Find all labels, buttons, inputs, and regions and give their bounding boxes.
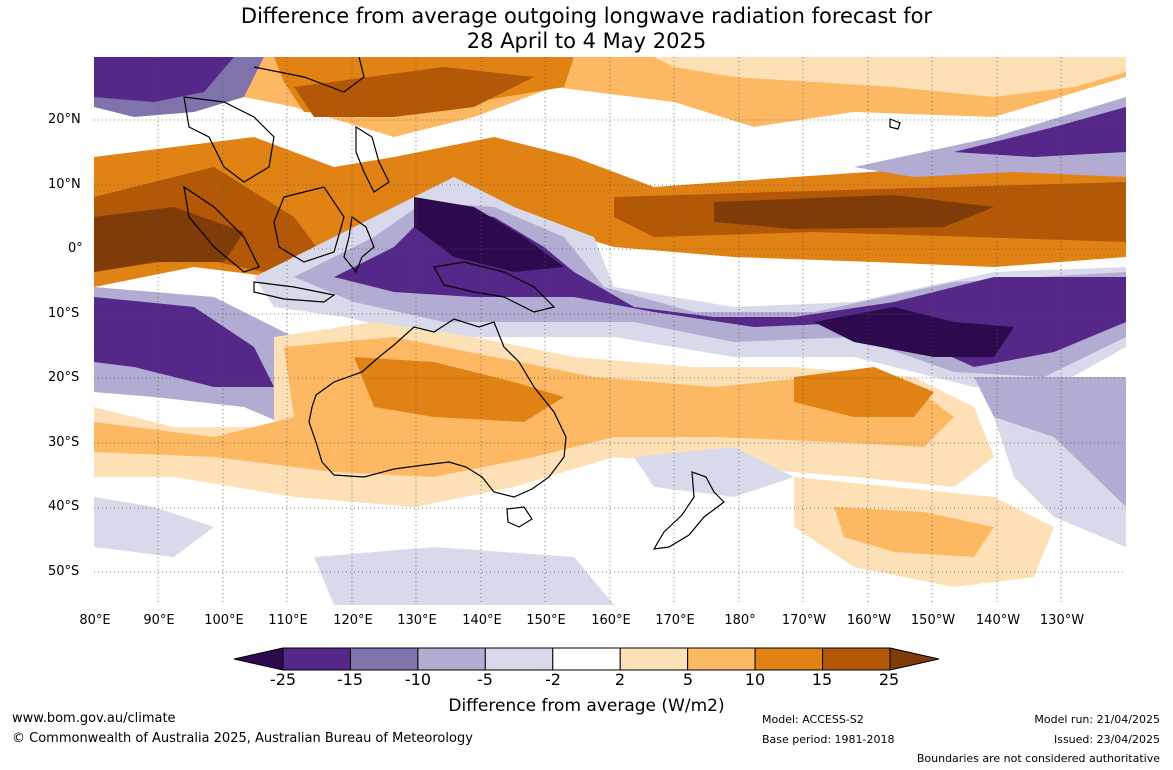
field-neg-se-light [994,417,1126,547]
map-title: Difference from average outgoing longwav… [0,4,1173,54]
field-pos-mid-10 [794,367,934,417]
lat-label: 40°S [48,499,80,514]
footer-model-run: Model run: 21/04/2025 [1034,713,1160,726]
lat-label: 20°S [48,370,80,385]
lat-label: 20°N [48,112,81,127]
lon-label: 110°E [268,613,308,628]
title-line-1: Difference from average outgoing longwav… [240,4,933,28]
colorbar-extend-high [889,647,940,671]
footer-base-period: Base period: 1981-2018 [762,733,895,746]
lon-label: 140°W [975,613,1021,628]
colorbar-extend-low [233,647,284,671]
map-panel [94,57,1126,605]
sulawesi-coastline [343,215,375,274]
colorbar-tick: 2 [614,670,626,689]
colorbar-swatch [349,647,419,671]
field-neg-south-2 [314,547,614,605]
lat-label: 0° [68,241,83,256]
tasmania-coastline [506,506,533,528]
olr-anomaly-map [94,57,1126,605]
coastlines [183,57,901,550]
colorbar-tick: -10 [404,670,432,689]
footer-boundaries: Boundaries are not considered authoritat… [916,752,1160,765]
colorbar-swatch [282,647,351,671]
lon-label: 150°E [526,613,566,628]
australia-coastline [308,318,567,498]
title-line-2: 28 April to 4 May 2025 [466,29,707,53]
field-neg-south [94,497,214,557]
colorbar-tick: 5 [682,670,694,689]
colorbar-tick: -15 [336,670,364,689]
lat-label: 10°S [48,306,80,321]
colorbar-tick: -2 [545,670,561,689]
lon-label: 160°E [591,613,631,628]
footer-copyright: © Commonwealth of Australia 2025, Austra… [12,731,473,746]
footer-url[interactable]: www.bom.gov.au/climate [12,711,176,726]
colorbar-swatch [552,647,621,671]
lon-label: 120°E [333,613,373,628]
colorbar [233,645,940,673]
colorbar-tick: -5 [477,670,493,689]
colorbar-tick: -25 [269,670,297,689]
field-neg-ne-core [954,107,1126,157]
field-pos-aus-10 [354,357,564,422]
philippines-coastline [355,125,390,193]
field-pos-se-5 [834,507,994,557]
colorbar-swatch [754,647,824,671]
field-2-north [654,57,1126,97]
field-neg-nw-core [94,57,234,102]
colorbar-swatch [484,647,554,671]
footer-issued: Issued: 23/04/2025 [1053,733,1160,746]
lon-label: 150°W [910,613,956,628]
field-neg-ne [854,97,1126,177]
colorbar-title: Difference from average (W/m2) [448,696,725,716]
colorbar-swatch [687,647,756,671]
indochina-coastline [183,96,275,183]
colorbar-svg [233,647,940,671]
colorbar-tick: 15 [811,670,833,689]
lat-label: 50°S [48,564,80,579]
lon-label: 140°E [462,613,502,628]
colorbar-swatch [822,647,891,671]
field-neg-tasman [634,447,794,497]
field-neg-eq-core-2 [814,307,1014,357]
colorbar-tick: 10 [744,670,766,689]
new-guinea-coastline [433,261,556,313]
field-neg-eq-core [414,197,564,272]
sumatra-coastline [183,185,260,273]
borneo-coastline [273,186,345,263]
lon-label: 90°E [143,613,175,628]
lon-label: 160°W [846,613,892,628]
footer-model: Model: ACCESS-S2 [762,713,864,726]
field-neg-sw-core [94,297,274,387]
new-zealand-coastline [652,471,725,550]
colorbar-swatch [619,647,689,671]
lon-label: 130°E [397,613,437,628]
field-25-mid-pac [714,195,994,229]
lon-label: 80°E [79,613,111,628]
lon-label: 130°W [1039,613,1085,628]
hawaii-coastline [889,118,901,130]
lon-label: 180° [724,613,756,628]
colorbar-swatch [417,647,486,671]
lon-label: 100°E [204,613,244,628]
field-15-north [294,67,534,117]
lon-label: 170°E [655,613,695,628]
java-coastline [253,281,336,303]
graticule [94,57,1126,605]
lon-label: 170°W [781,613,827,628]
colorbar-tick: 25 [878,670,900,689]
lat-label: 30°S [48,435,80,450]
field-25-west [94,207,244,272]
lat-label: 10°N [48,177,81,192]
